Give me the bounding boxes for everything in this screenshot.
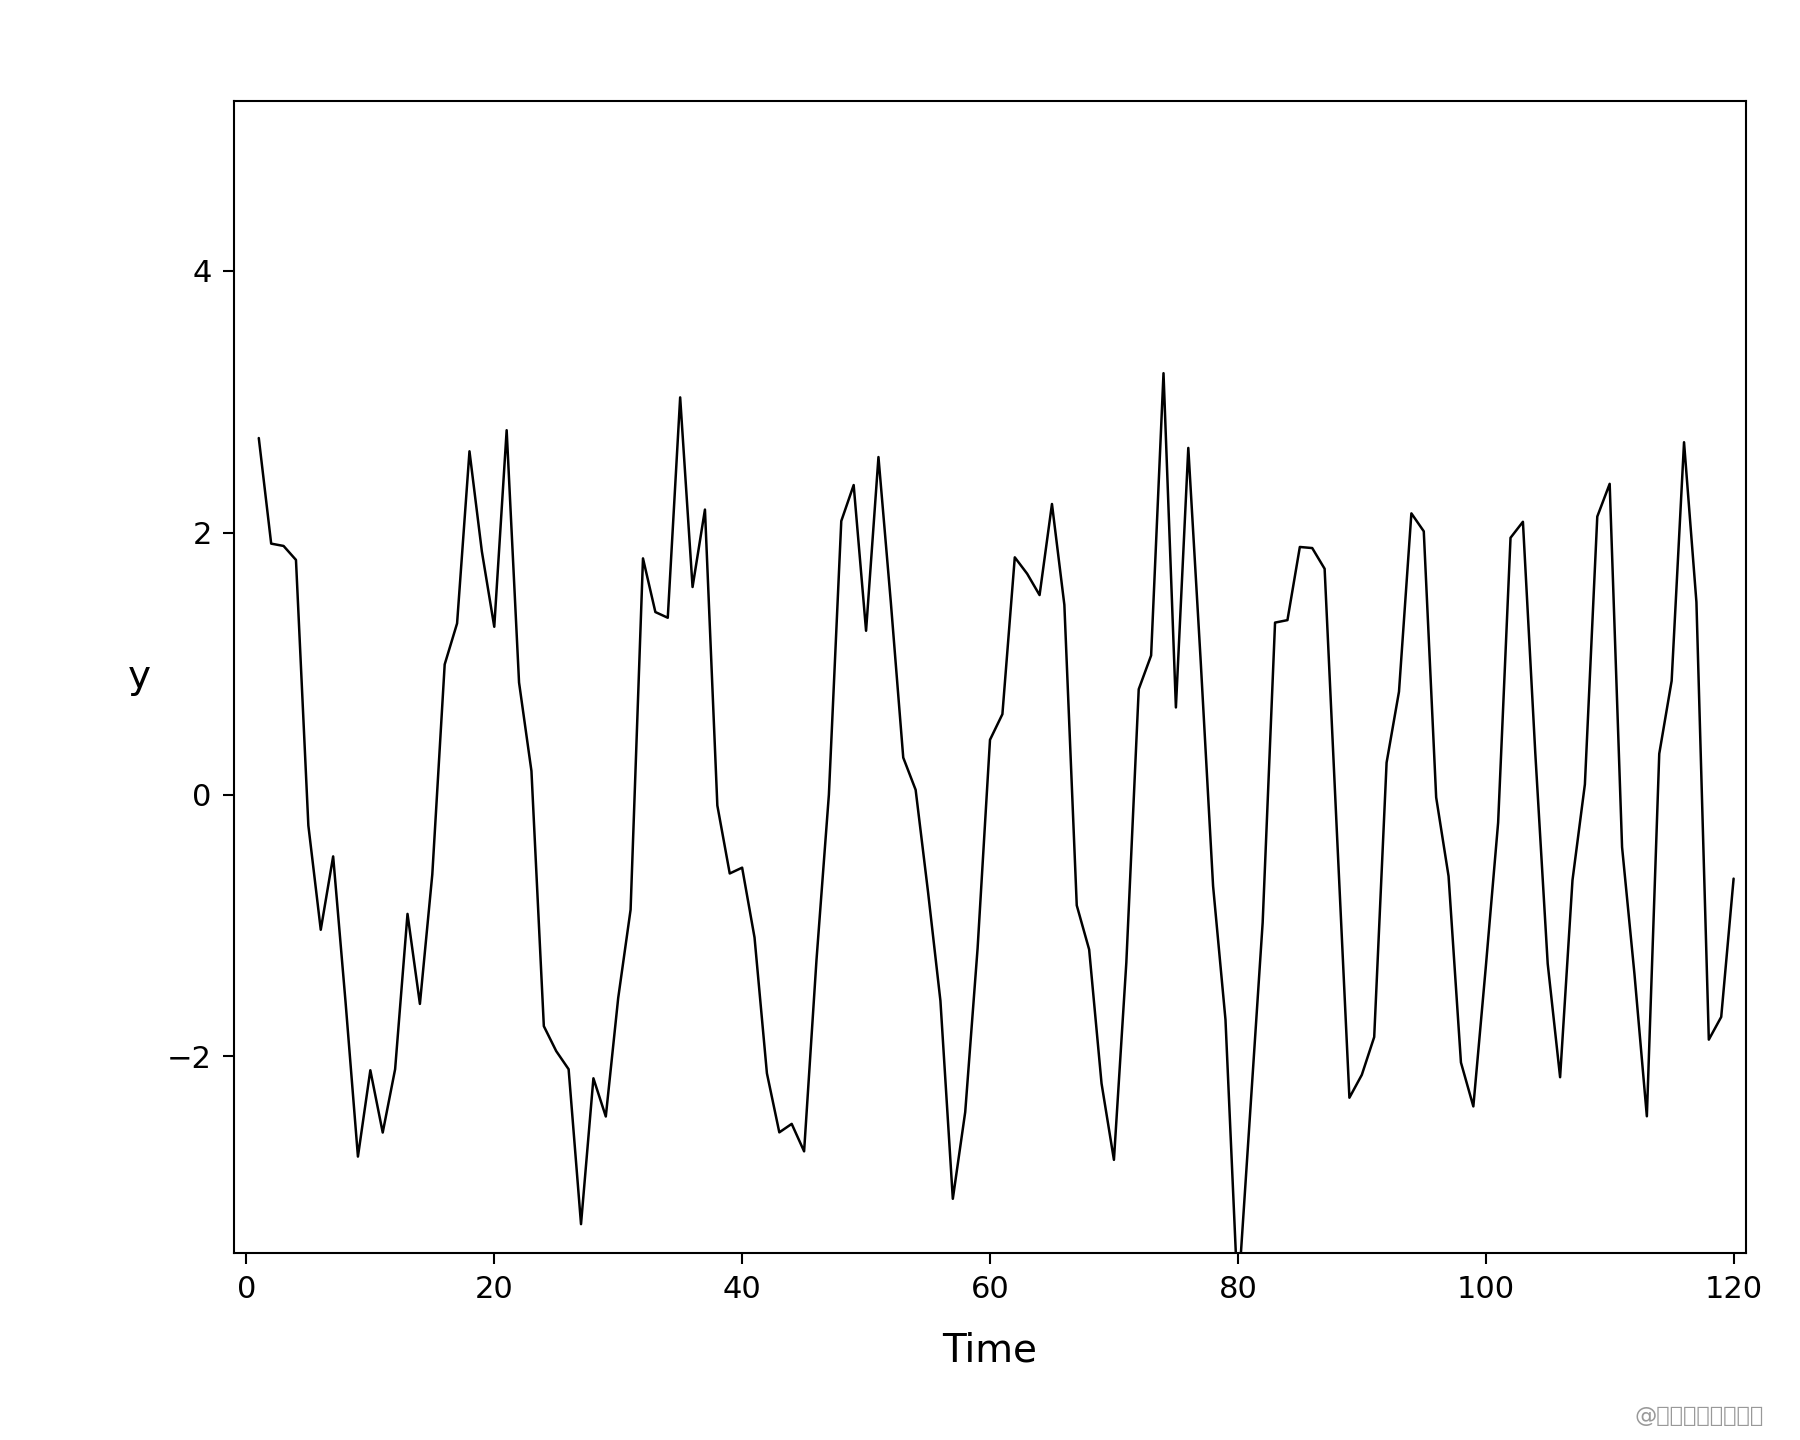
Text: @稀土掘金技术社区: @稀土掘金技术社区: [1634, 1405, 1764, 1426]
X-axis label: Time: Time: [943, 1332, 1037, 1369]
Y-axis label: y: y: [128, 658, 151, 696]
